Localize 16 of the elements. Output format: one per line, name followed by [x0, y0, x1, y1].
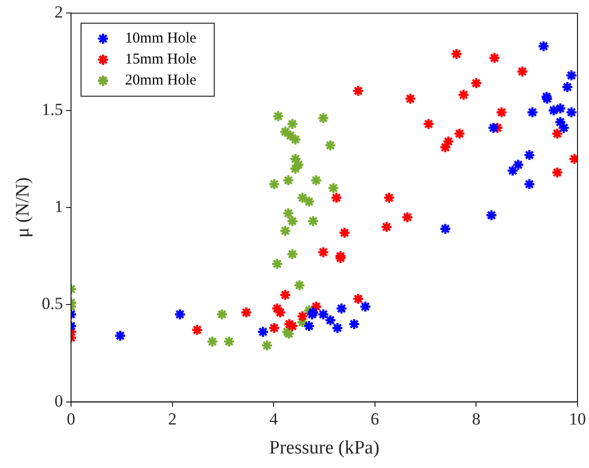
legend-label: 20mm Hole — [125, 72, 197, 89]
y-tick-label: 1 — [54, 196, 64, 216]
x-tick-label: 6 — [370, 409, 380, 428]
legend-label: 15mm Hole — [125, 52, 197, 68]
legend-label: 10mm Hole — [125, 30, 197, 47]
y-tick-label: 2 — [54, 2, 64, 22]
y-tick-label: 1.5 — [42, 100, 64, 119]
x-tick-label: 10 — [569, 409, 586, 428]
x-tick-label: 0 — [66, 409, 76, 428]
x-tick-label: 2 — [168, 409, 177, 428]
x-axis-title: Pressure (kPa) — [269, 438, 380, 459]
x-tick-label: 8 — [472, 409, 480, 428]
y-axis-title: μ (N/N) — [12, 177, 34, 238]
y-tick-label: 0 — [54, 391, 64, 410]
x-tick-label: 4 — [269, 409, 278, 428]
y-tick-label: 0.5 — [42, 294, 64, 314]
